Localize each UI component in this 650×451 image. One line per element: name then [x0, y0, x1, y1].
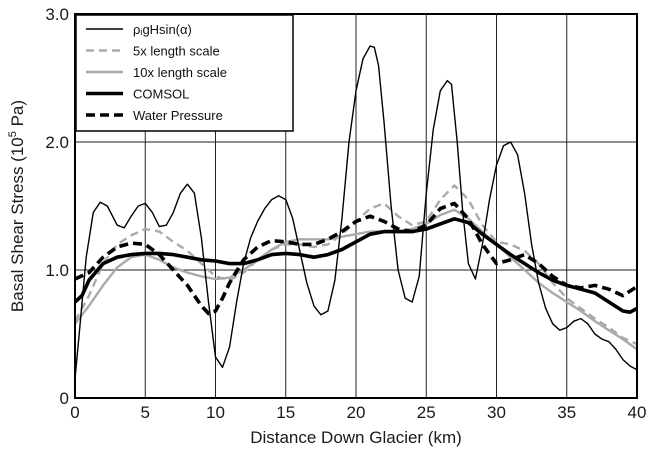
- x-tick-label-2: 10: [206, 403, 225, 422]
- x-tick-label-5: 25: [417, 403, 436, 422]
- x-tick-label-7: 35: [557, 403, 576, 422]
- x-tick-label-8: 40: [628, 403, 647, 422]
- x-tick-label-0: 0: [70, 403, 79, 422]
- legend-label-2: 10x length scale: [133, 65, 227, 80]
- x-tick-label-4: 20: [347, 403, 366, 422]
- y-tick-label-2: 2.0: [45, 133, 69, 152]
- x-tick-label-6: 30: [487, 403, 506, 422]
- y-axis-label-end: Pa): [8, 100, 27, 131]
- y-axis-label: Basal Shear Stress (105 Pa): [7, 100, 27, 312]
- y-axis-label-main: Basal Shear Stress (10: [8, 137, 27, 312]
- legend-label-3: COMSOL: [133, 87, 189, 102]
- legend-label-0: ρᵢgHsin(α): [133, 22, 192, 37]
- legend-label-1: 5x length scale: [133, 44, 220, 59]
- plot-frame: [74, 13, 638, 399]
- x-tick-label-1: 5: [141, 403, 150, 422]
- legend-label-4: Water Pressure: [133, 108, 223, 123]
- x-axis-label: Distance Down Glacier (km): [250, 428, 462, 447]
- x-tick-labels: 0 5 10 15 20 25 30 35 40: [70, 403, 646, 422]
- y-tick-label-0: 0: [60, 389, 69, 408]
- y-axis-label-sup: 5: [7, 131, 19, 137]
- series-line-4: [74, 201, 638, 316]
- legend: ρᵢgHsin(α) 5x length scale 10x length scal…: [75, 14, 294, 132]
- y-tick-labels: 0 1.0 2.0 3.0: [45, 5, 69, 408]
- y-tick-label-1: 1.0: [45, 261, 69, 280]
- series-line-0: [74, 45, 638, 379]
- x-tick-label-3: 15: [276, 403, 295, 422]
- series-layer: [73, 45, 638, 379]
- y-tick-label-3: 3.0: [45, 5, 69, 24]
